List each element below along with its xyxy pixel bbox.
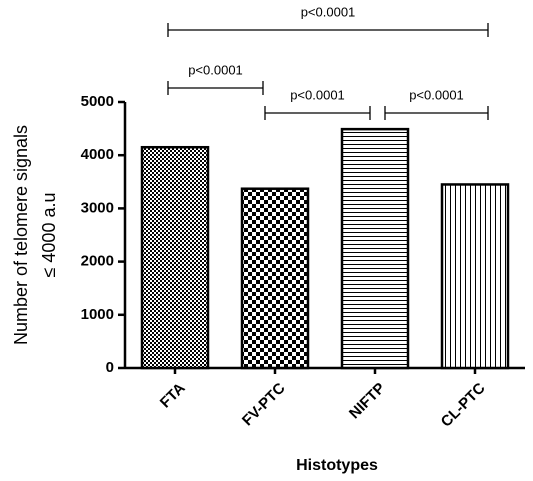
bar [440,183,510,370]
x-tick-label: NIFTP [346,380,389,423]
significance-bracket [167,23,489,37]
x-tick-label: CL-PTC [438,380,489,431]
y-axis-label: Number of telomere signals [11,125,31,345]
significance-label: p<0.0001 [290,87,345,102]
x-axis-label: Histotypes [296,457,378,474]
bar [240,187,310,370]
y-tick-label: 4000 [81,146,114,163]
significance-bracket [384,106,489,120]
significance-label: p<0.0001 [188,62,243,77]
x-tick-label: FV-PTC [239,380,289,430]
significance-label: p<0.0001 [301,4,356,19]
significance-bracket [167,81,264,95]
y-tick-label: 2000 [81,253,114,270]
y-tick-label: 5000 [81,93,114,110]
y-tick-label: 3000 [81,199,114,216]
y-tick-label: 0 [106,359,114,376]
bar [140,145,210,370]
significance-label: p<0.0001 [409,87,464,102]
bar [340,127,410,370]
x-tick-label: FTA [157,379,189,411]
y-tick-label: 1000 [81,306,114,323]
y-axis-label: ≤ 4000 a.u [39,193,59,278]
significance-bracket [264,106,371,120]
